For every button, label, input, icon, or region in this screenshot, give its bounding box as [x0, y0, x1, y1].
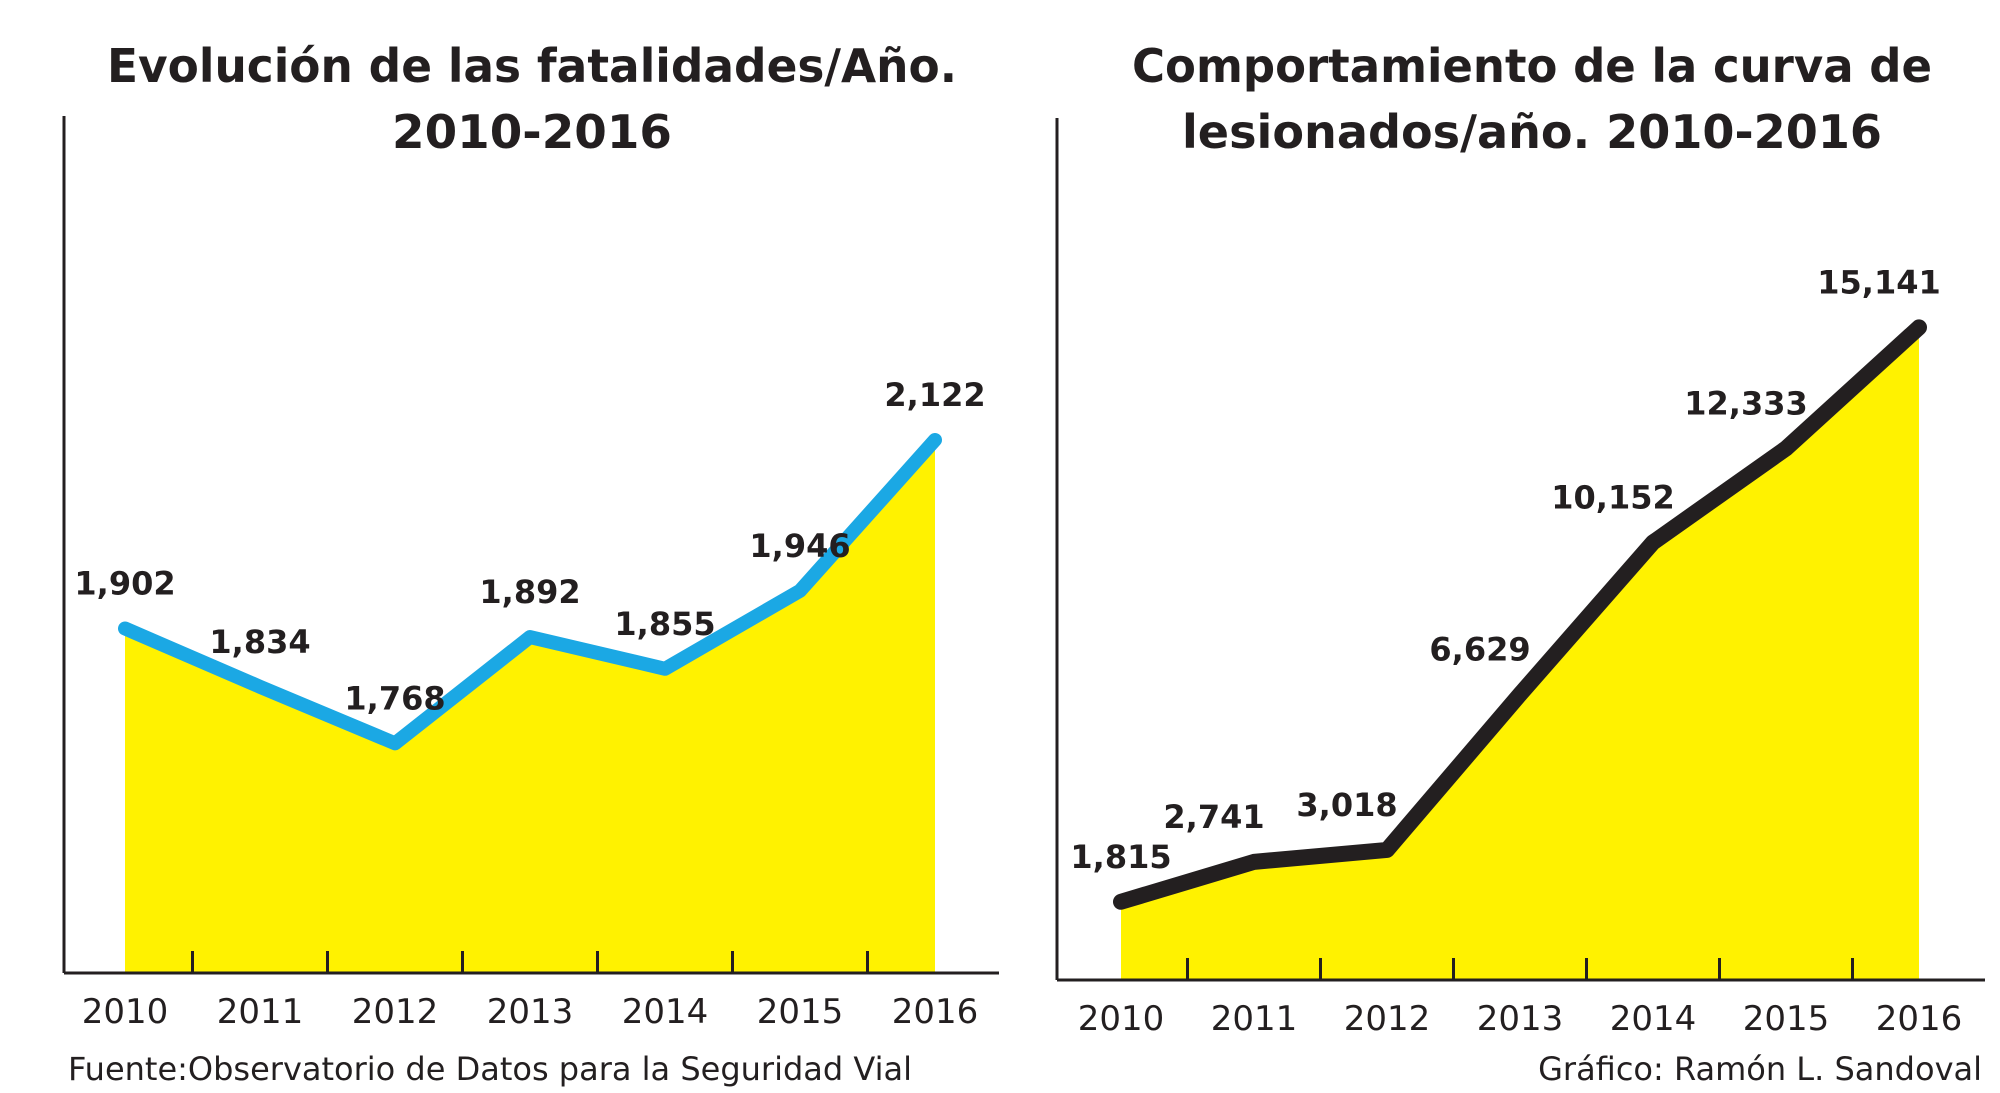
data-label: 1,834 — [209, 623, 310, 661]
data-label: 10,152 — [1551, 478, 1674, 516]
data-label: 2,122 — [884, 376, 985, 414]
line — [1113, 319, 1927, 910]
x-tick-label: 2011 — [1211, 999, 1298, 1039]
x-tick-label: 2016 — [892, 992, 979, 1032]
area — [125, 439, 935, 973]
x-tick-label: 2012 — [352, 992, 439, 1032]
x-tick-label: 2016 — [1876, 999, 1963, 1039]
data-label: 3,018 — [1296, 786, 1397, 824]
x-tick-label: 2013 — [487, 992, 574, 1032]
x-tick-label: 2010 — [1078, 999, 1165, 1039]
x-tick-label: 2013 — [1477, 999, 1564, 1039]
data-label: 1,855 — [614, 605, 715, 643]
data-label: 1,815 — [1070, 838, 1171, 876]
chart-title: lesionados/año. 2010-2016 — [1182, 105, 1882, 159]
x-tick-label: 2015 — [1743, 999, 1830, 1039]
chart-title: 2010-2016 — [392, 105, 672, 159]
data-label: 2,741 — [1163, 798, 1264, 836]
data-label: 6,629 — [1429, 630, 1530, 668]
x-tick-label: 2014 — [622, 992, 709, 1032]
data-label: 1,768 — [344, 679, 445, 717]
data-label: 1,902 — [74, 564, 175, 602]
x-tick-label: 2010 — [82, 992, 169, 1032]
chart-title: Evolución de las fatalidades/Año. — [107, 39, 957, 93]
x-tick-label: 2014 — [1610, 999, 1697, 1039]
x-tick-label: 2011 — [217, 992, 304, 1032]
x-tick-label: 2012 — [1344, 999, 1431, 1039]
data-label: 1,892 — [479, 573, 580, 611]
x-tick-label: 2015 — [757, 992, 844, 1032]
chart-title: Comportamiento de la curva de — [1132, 39, 1932, 93]
data-label: 15,141 — [1817, 263, 1940, 301]
credit: Gráfico: Ramón L. Sandoval — [1538, 1050, 1982, 1088]
line — [118, 432, 942, 751]
source: Fuente:Observatorio de Datos para la Seg… — [68, 1050, 912, 1088]
data-label: 12,333 — [1684, 384, 1807, 422]
area — [1121, 327, 1919, 980]
data-label: 1,946 — [749, 527, 850, 565]
